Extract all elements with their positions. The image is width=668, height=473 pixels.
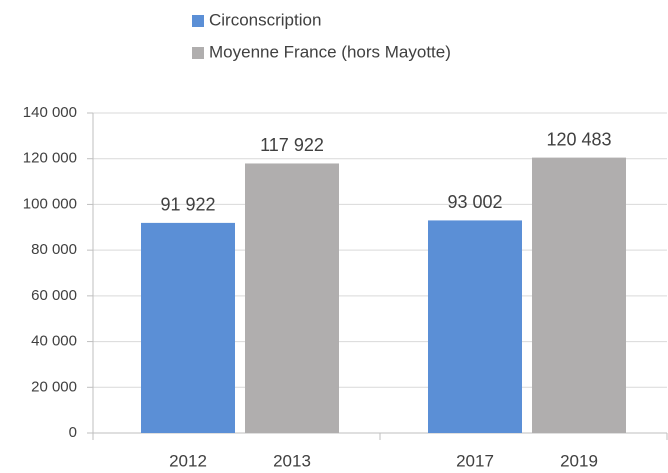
y-tick-label: 60 000	[31, 287, 77, 304]
y-tick-label: 100 000	[23, 195, 77, 212]
y-tick-label: 20 000	[31, 378, 77, 395]
legend-label: Circonscription	[209, 10, 321, 29]
x-tick-label: 2013	[273, 451, 311, 470]
legend-swatch	[192, 47, 204, 59]
value-label: 117 922	[260, 135, 324, 155]
bar	[141, 222, 235, 433]
x-tick-label: 2019	[560, 451, 598, 470]
bar	[532, 157, 626, 433]
bar	[245, 163, 339, 434]
legend-swatch	[192, 15, 204, 27]
legend-label: Moyenne France (hors Mayotte)	[209, 42, 451, 61]
value-label: 91 922	[160, 195, 215, 215]
y-tick-label: 80 000	[31, 241, 77, 258]
value-label: 120 483	[546, 129, 611, 149]
x-tick-label: 2017	[456, 451, 494, 470]
bar	[428, 220, 522, 433]
y-tick-label: 140 000	[23, 104, 77, 121]
x-tick-label: 2012	[169, 451, 207, 470]
y-tick-label: 0	[69, 424, 77, 441]
y-tick-label: 120 000	[23, 150, 77, 167]
y-tick-label: 40 000	[31, 333, 77, 350]
value-label: 93 002	[447, 192, 502, 212]
